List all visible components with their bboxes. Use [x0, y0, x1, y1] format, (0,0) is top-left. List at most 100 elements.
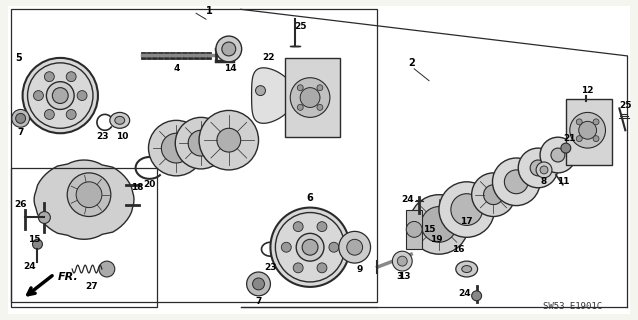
Text: 1: 1: [205, 6, 212, 16]
Text: 7: 7: [17, 128, 24, 137]
Text: 9: 9: [357, 265, 363, 274]
Circle shape: [530, 160, 546, 176]
Circle shape: [161, 133, 191, 163]
Circle shape: [38, 212, 50, 223]
Text: 25: 25: [294, 22, 306, 31]
Circle shape: [16, 113, 26, 123]
Circle shape: [199, 110, 258, 170]
Text: 19: 19: [429, 235, 442, 244]
Circle shape: [11, 109, 29, 127]
Circle shape: [52, 88, 68, 103]
Circle shape: [518, 148, 558, 188]
Circle shape: [253, 278, 265, 290]
Circle shape: [66, 109, 76, 119]
Circle shape: [76, 182, 102, 208]
Text: 7: 7: [255, 297, 262, 306]
Text: 4: 4: [173, 64, 179, 73]
Text: 18: 18: [131, 183, 144, 192]
Text: 6: 6: [307, 193, 313, 203]
Text: 16: 16: [452, 245, 465, 254]
Circle shape: [149, 120, 204, 176]
Circle shape: [339, 231, 371, 263]
Ellipse shape: [456, 261, 478, 277]
Circle shape: [77, 91, 87, 100]
Text: 27: 27: [85, 282, 98, 292]
Circle shape: [281, 242, 291, 252]
Text: 13: 13: [398, 272, 410, 282]
Circle shape: [45, 109, 54, 119]
Circle shape: [593, 119, 599, 125]
Circle shape: [222, 42, 235, 56]
Circle shape: [540, 166, 548, 174]
Circle shape: [66, 72, 76, 82]
Circle shape: [217, 128, 241, 152]
Text: 17: 17: [461, 217, 473, 226]
Circle shape: [317, 263, 327, 273]
Text: 23: 23: [96, 132, 109, 141]
Circle shape: [576, 119, 582, 125]
Circle shape: [576, 136, 582, 142]
Text: 3: 3: [396, 272, 403, 282]
Circle shape: [175, 117, 226, 169]
Circle shape: [439, 182, 494, 237]
Circle shape: [317, 104, 323, 110]
Circle shape: [99, 261, 115, 277]
Text: 12: 12: [581, 86, 594, 95]
Text: 26: 26: [15, 200, 27, 209]
Circle shape: [471, 173, 516, 217]
Circle shape: [579, 121, 597, 139]
Circle shape: [22, 58, 98, 133]
Circle shape: [317, 85, 323, 91]
Circle shape: [484, 185, 503, 204]
Circle shape: [347, 239, 362, 255]
Circle shape: [293, 222, 303, 232]
Circle shape: [47, 82, 74, 109]
Polygon shape: [406, 210, 422, 249]
Ellipse shape: [110, 112, 130, 128]
Text: 14: 14: [225, 64, 237, 73]
Circle shape: [570, 112, 605, 148]
Text: 24: 24: [23, 261, 36, 271]
Ellipse shape: [462, 266, 471, 273]
Circle shape: [551, 148, 565, 162]
Bar: [11, 9, 378, 302]
Text: 15: 15: [28, 235, 41, 244]
Circle shape: [540, 137, 575, 173]
Circle shape: [45, 72, 54, 82]
Circle shape: [296, 233, 324, 261]
Text: 2: 2: [408, 58, 415, 68]
Text: 20: 20: [144, 180, 156, 189]
Text: 8: 8: [541, 177, 547, 186]
Text: 25: 25: [619, 101, 632, 110]
Circle shape: [397, 256, 407, 266]
Circle shape: [505, 170, 528, 194]
Circle shape: [300, 88, 320, 108]
Polygon shape: [34, 160, 134, 239]
Circle shape: [593, 136, 599, 142]
Circle shape: [536, 162, 552, 178]
Circle shape: [67, 173, 111, 217]
Circle shape: [216, 36, 242, 62]
Ellipse shape: [115, 116, 124, 124]
Circle shape: [471, 291, 482, 301]
Polygon shape: [251, 68, 295, 123]
Circle shape: [271, 208, 350, 287]
Circle shape: [247, 272, 271, 296]
Bar: [11, 168, 158, 307]
Text: 21: 21: [563, 134, 576, 143]
Text: SW53 E1901C: SW53 E1901C: [543, 302, 602, 311]
Text: 24: 24: [459, 289, 471, 298]
Circle shape: [297, 104, 303, 110]
Text: 5: 5: [15, 53, 22, 63]
Circle shape: [34, 91, 43, 100]
Text: 24: 24: [401, 195, 413, 204]
Circle shape: [451, 194, 482, 225]
Text: 15: 15: [423, 225, 435, 234]
Polygon shape: [285, 58, 340, 137]
Circle shape: [421, 207, 457, 242]
Polygon shape: [566, 99, 612, 165]
Text: 11: 11: [556, 177, 569, 186]
Circle shape: [293, 263, 303, 273]
Text: 10: 10: [115, 132, 128, 141]
Circle shape: [302, 239, 318, 255]
